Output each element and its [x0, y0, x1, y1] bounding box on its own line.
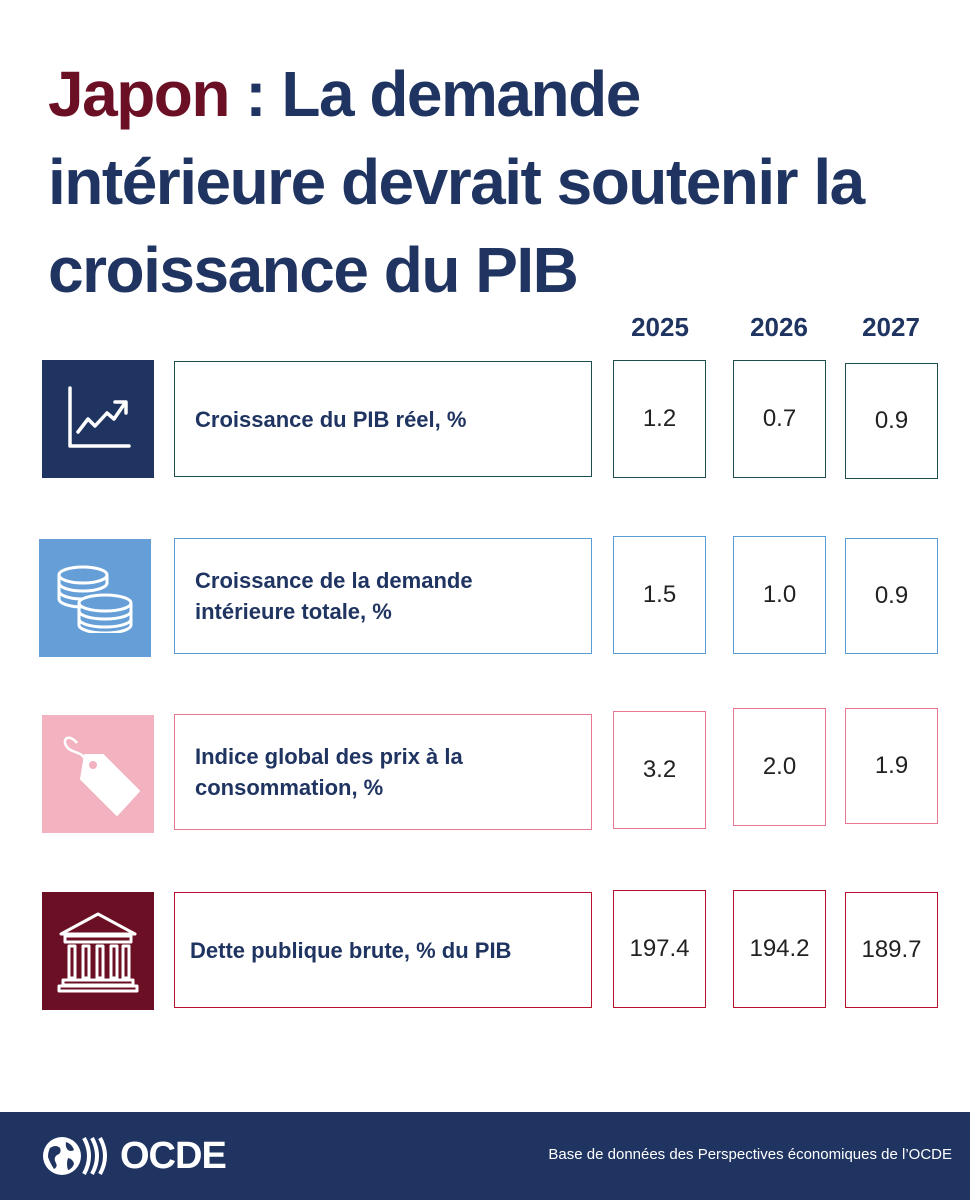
row-3-icon-tile: [42, 715, 154, 833]
row-1-value-2026: 0.7: [733, 360, 826, 478]
row-3-value-2025: 3.2: [613, 711, 706, 829]
row-4-label: Dette publique brute, % du PIB: [174, 892, 592, 1008]
row-2-value-2026: 1.0: [733, 536, 826, 654]
logo-text: OCDE: [120, 1134, 227, 1177]
year-header-2027: 2027: [862, 312, 920, 342]
year-header-2025: 2025: [631, 312, 689, 342]
price-tag-icon: [63, 736, 140, 816]
footer-bar: OCDE Base de données des Perspectives éc…: [0, 1112, 970, 1200]
row-1-icon-tile: [42, 360, 154, 478]
row-1-label: Croissance du PIB réel, %: [174, 361, 592, 477]
row-4-value-2026: 194.2: [733, 890, 826, 1008]
row-1-value-2025: 1.2: [613, 360, 706, 478]
row-4-value-2027: 189.7: [845, 892, 938, 1008]
source-note: Base de données des Perspectives économi…: [548, 1146, 952, 1163]
bank-building-icon: [57, 912, 139, 993]
row-2-icon-tile: [39, 539, 151, 657]
title-text: La demande intérieure devrait soutenir l…: [48, 58, 865, 306]
page-title: Japon : La demande intérieure devrait so…: [48, 50, 928, 314]
row-2-label: Croissance de la demande intérieure tota…: [174, 538, 592, 654]
coins-icon: [57, 565, 133, 633]
row-2-value-2027: 0.9: [845, 538, 938, 654]
line-chart-up-icon: [68, 386, 131, 448]
row-3-label: Indice global des prix à la consommation…: [174, 714, 592, 830]
oecd-logo: OCDE: [42, 1132, 227, 1180]
row-4-icon-tile: [42, 892, 154, 1010]
title-separator: :: [228, 58, 282, 130]
globe-icon: [43, 1137, 107, 1175]
year-header-2026: 2026: [750, 312, 808, 342]
row-3-value-2026: 2.0: [733, 708, 826, 826]
title-country: Japon: [48, 58, 230, 130]
row-1-value-2027: 0.9: [845, 363, 938, 479]
row-3-value-2027: 1.9: [845, 708, 938, 824]
row-2-value-2025: 1.5: [613, 536, 706, 654]
row-4-value-2025: 197.4: [613, 890, 706, 1008]
